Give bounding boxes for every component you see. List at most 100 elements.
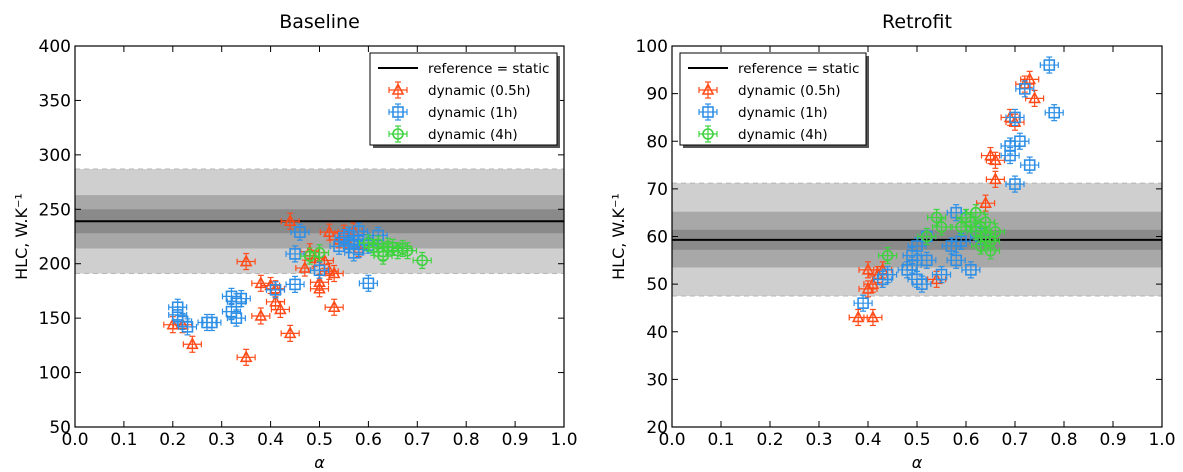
- x-tick-label: 0.0: [61, 430, 88, 450]
- y-axis-label: HLC, W.K⁻¹: [609, 193, 628, 280]
- point-dynamic-1h: [1005, 108, 1025, 127]
- legend-swatch-dynamic-1h: [698, 103, 718, 121]
- point-dynamic-1h: [231, 289, 251, 308]
- point-dynamic-1h: [902, 256, 922, 274]
- legend-swatch-dynamic-4h: [698, 125, 718, 143]
- x-tick-label: 0.5: [306, 430, 333, 450]
- point-dynamic-4h: [917, 227, 937, 246]
- point-dynamic-4h: [309, 244, 330, 262]
- y-tick-label: 60: [646, 228, 668, 248]
- point-dynamic-1h: [1005, 175, 1025, 193]
- y-tick-label: 80: [646, 132, 668, 152]
- point-dynamic-0-5h: [985, 170, 1006, 188]
- x-tick-label: 1.0: [550, 430, 577, 450]
- legend-label-reference: reference = static: [428, 61, 549, 77]
- point-dynamic-0-5h: [251, 274, 271, 292]
- x-tick-label: 0.9: [502, 430, 529, 450]
- x-axis-label: α: [314, 453, 325, 472]
- point-dynamic-1h: [1039, 56, 1059, 74]
- y-tick-label: 100: [636, 37, 668, 57]
- point-dynamic-4h: [975, 213, 996, 231]
- y-tick-label: 20: [646, 418, 668, 438]
- x-tick-label: 0.6: [952, 430, 979, 450]
- point-dynamic-1h: [853, 294, 873, 312]
- legend-label-dynamic-1h: dynamic (1h): [738, 105, 828, 121]
- point-dynamic-0-5h: [863, 308, 883, 327]
- y-tick-label: 70: [646, 180, 668, 200]
- x-axis-label: α: [912, 453, 923, 472]
- baseline-plot: 0.0 0.1 0.2 0.3 0.4 0.5 0.6 0.7 0.8 0.9 1.0 50 100 15…: [12, 11, 578, 472]
- point-dynamic-4h: [373, 247, 393, 265]
- point-dynamic-4h: [358, 234, 378, 252]
- point-dynamic-0-5h: [1024, 89, 1045, 107]
- point-dynamic-1h: [1020, 156, 1040, 174]
- point-dynamic-1h: [358, 274, 378, 292]
- point-dynamic-1h: [202, 313, 222, 332]
- data-points: [848, 56, 1064, 327]
- point-dynamic-1h: [1015, 80, 1035, 98]
- y-axis-label: HLC, W.K⁻¹: [12, 193, 31, 280]
- legend: reference = static dynamic (0.5h) dynamic …: [679, 52, 869, 148]
- retrofit-plot: 0.0 0.1 0.2 0.3 0.4 0.5 0.6 0.7 0.8 0.9 1.0 20 30 40 5…: [609, 11, 1176, 472]
- y-tick-label: 40: [646, 323, 668, 343]
- x-tick-label: 0.4: [257, 430, 284, 450]
- x-tick-label: 0.3: [805, 430, 832, 450]
- legend-label-dynamic-0-5h: dynamic (0.5h): [428, 83, 531, 99]
- x-tick-label: 0.7: [1001, 430, 1028, 450]
- x-tick-label: 0.4: [854, 430, 881, 450]
- point-dynamic-1h: [1010, 132, 1030, 150]
- x-tick-label: 0.1: [110, 430, 137, 450]
- point-dynamic-1h: [1044, 104, 1064, 122]
- legend-swatch-dynamic-4h: [388, 125, 408, 143]
- point-dynamic-4h: [951, 218, 971, 236]
- point-dynamic-0-5h: [270, 300, 290, 319]
- point-dynamic-1h: [1000, 137, 1020, 155]
- y-tick-label: 150: [39, 309, 71, 329]
- y-tick-label: 300: [39, 146, 71, 166]
- point-dynamic-1h: [168, 298, 188, 316]
- legend-label-dynamic-4h: dynamic (4h): [428, 127, 518, 143]
- point-dynamic-1h: [329, 237, 349, 255]
- y-tick-label: 100: [39, 364, 71, 384]
- point-dynamic-0-5h: [848, 308, 868, 327]
- point-dynamic-0-5h: [280, 324, 300, 342]
- y-tick-label: 30: [646, 370, 668, 390]
- point-dynamic-1h: [177, 318, 198, 336]
- y-tick-label: 250: [39, 200, 71, 220]
- chart-title: Retrofit: [882, 11, 952, 33]
- point-dynamic-1h: [285, 275, 305, 293]
- point-dynamic-4h: [877, 246, 898, 265]
- point-dynamic-1h: [309, 261, 330, 279]
- legend-swatch-dynamic-1h: [388, 103, 408, 121]
- x-tick-label: 0.9: [1099, 430, 1126, 450]
- point-dynamic-4h: [985, 223, 1006, 241]
- x-tick-label: 0.1: [707, 430, 734, 450]
- point-dynamic-1h: [912, 275, 932, 293]
- point-dynamic-0-5h: [309, 280, 330, 298]
- point-dynamic-1h: [946, 204, 966, 222]
- x-tick-label: 1.0: [1148, 430, 1175, 450]
- point-dynamic-0-5h: [324, 264, 344, 283]
- y-tick-label: 50: [49, 418, 71, 438]
- x-tick-label: 0.5: [903, 430, 930, 450]
- chart-title: Baseline: [279, 11, 360, 33]
- legend-label-dynamic-0-5h: dynamic (0.5h): [738, 83, 841, 99]
- y-tick-label: 200: [39, 255, 71, 275]
- y-tick-label: 50: [646, 275, 668, 295]
- point-dynamic-0-5h: [280, 212, 300, 230]
- point-dynamic-1h: [265, 281, 286, 299]
- point-dynamic-4h: [966, 204, 986, 222]
- x-tick-label: 0.2: [159, 430, 186, 450]
- point-dynamic-0-5h: [251, 307, 271, 325]
- x-tick-label: 0.3: [208, 430, 235, 450]
- point-dynamic-1h: [344, 244, 364, 262]
- legend-swatch-dynamic-0-5h: [698, 81, 718, 99]
- x-tick-label: 0.7: [404, 430, 431, 450]
- x-tick-label: 0.8: [1050, 430, 1077, 450]
- point-dynamic-1h: [877, 266, 898, 284]
- point-dynamic-4h: [412, 251, 432, 270]
- y-tick-label: 400: [39, 37, 71, 57]
- point-dynamic-4h: [931, 218, 952, 236]
- x-tick-label: 0.6: [355, 430, 382, 450]
